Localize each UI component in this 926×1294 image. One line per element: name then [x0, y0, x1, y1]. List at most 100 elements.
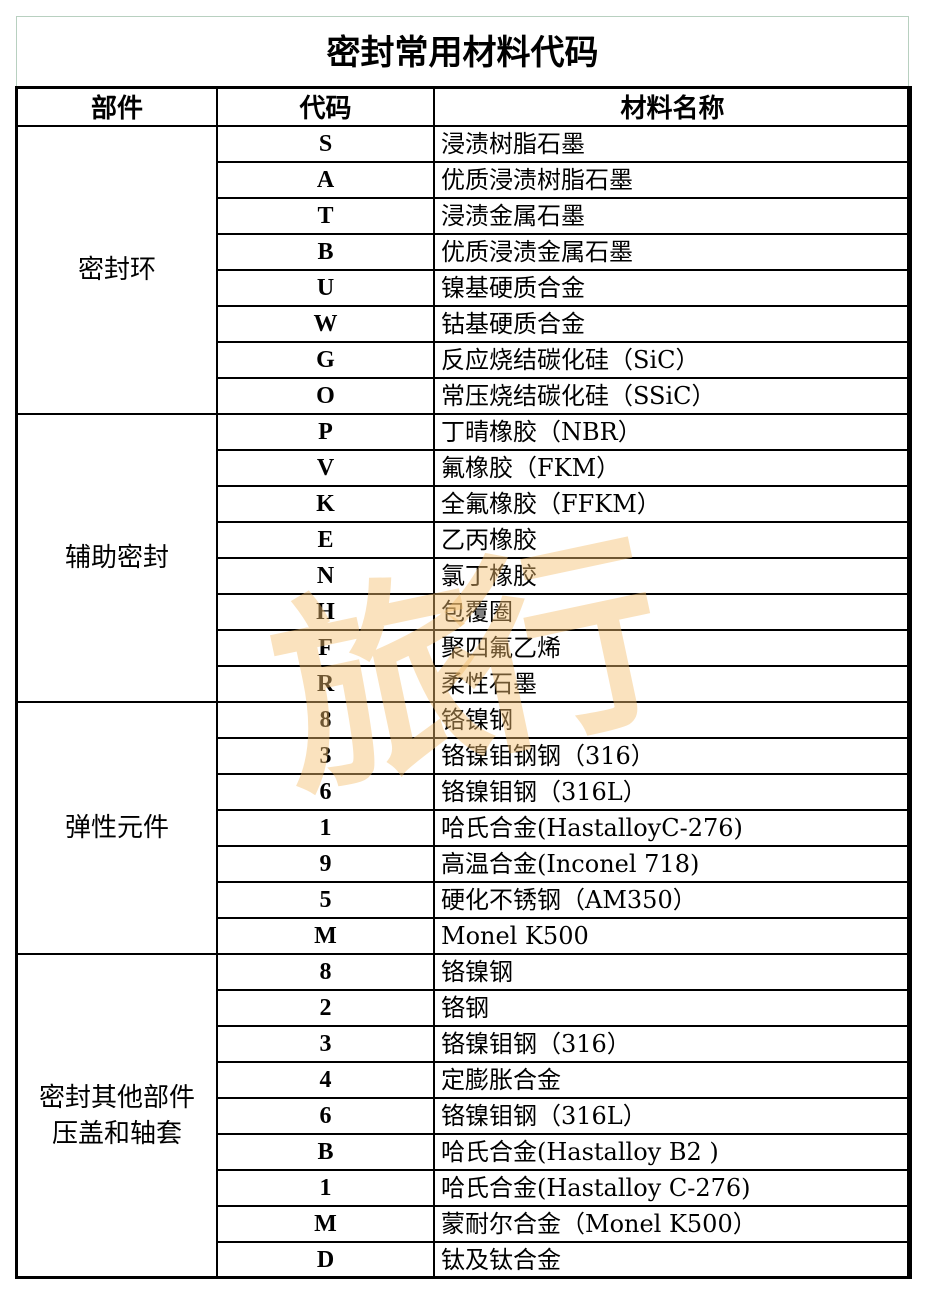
code-cell: 6	[216, 1097, 435, 1135]
material-cell: 铬镍钢	[433, 701, 912, 739]
table-row: D 钛及钛合金	[17, 1241, 912, 1279]
material-cell: 浸渍树脂石墨	[433, 125, 912, 163]
table-row: 密封环 S 浸渍树脂石墨	[16, 125, 912, 415]
code-cell: K	[216, 485, 435, 523]
material-cell: 铬镍钼钢（316）	[433, 1025, 912, 1063]
code-cell: 1	[216, 1169, 435, 1207]
material-cell: 蒙耐尔合金（Monel K500）	[433, 1205, 912, 1243]
material-cell: 反应烧结碳化硅（SiC）	[433, 341, 912, 379]
material-cell: 镍基硬质合金	[433, 269, 912, 307]
table-row: 辅助密封 P 丁晴橡胶（NBR）	[16, 413, 912, 703]
code-cell: M	[216, 1205, 435, 1243]
code-cell: G	[216, 341, 435, 379]
code-cell: P	[216, 413, 435, 451]
code-cell: 6	[216, 773, 435, 811]
table-row: M Monel K500	[17, 917, 912, 955]
material-cell: 钛及钛合金	[433, 1241, 912, 1279]
part-cell: 辅助密封	[16, 413, 218, 703]
code-cell: 9	[216, 845, 435, 883]
code-cell: 1	[216, 809, 435, 847]
code-cell: M	[216, 917, 435, 955]
material-cell: Monel K500	[433, 917, 912, 955]
part-line: 压盖和轴套	[51, 1119, 182, 1149]
code-cell: R	[216, 665, 435, 703]
material-cell: 硬化不锈钢（AM350）	[433, 881, 912, 919]
table-row: 1 哈氏合金(HastalloyC-276)	[17, 809, 912, 847]
code-cell: 3	[216, 1025, 435, 1063]
material-cell: 铬镍钼钢（316L）	[433, 1097, 912, 1135]
code-cell: 5	[216, 881, 435, 919]
material-cell: 定膨胀合金	[433, 1061, 912, 1099]
code-cell: A	[216, 161, 435, 199]
table-row: N 氯丁橡胶	[17, 557, 912, 595]
table-row: 1 哈氏合金(Hastalloy C-276)	[17, 1169, 912, 1207]
material-cell: 钴基硬质合金	[433, 305, 912, 343]
code-cell: E	[216, 521, 435, 559]
table-row: F 聚四氟乙烯	[17, 629, 912, 667]
code-cell: N	[216, 557, 435, 595]
material-cell: 浸渍金属石墨	[433, 197, 912, 235]
code-cell: F	[216, 629, 435, 667]
table-row: R 柔性石墨	[17, 665, 912, 703]
code-cell: O	[216, 377, 435, 415]
material-cell: 铬镍钼钢（316L）	[433, 773, 912, 811]
code-cell: B	[216, 233, 435, 271]
header-part: 部件	[16, 86, 218, 127]
table-row: K 全氟橡胶（FFKM）	[17, 485, 912, 523]
table-row: O 常压烧结碳化硅（SSiC）	[17, 377, 912, 415]
table-row: B 哈氏合金(Hastalloy B2 )	[17, 1133, 912, 1171]
material-cell: 铬钢	[433, 989, 912, 1027]
material-cell: 高温合金(Inconel 718)	[433, 845, 912, 883]
table-row: V 氟橡胶（FKM）	[17, 449, 912, 487]
table-row: 6 铬镍钼钢（316L）	[17, 1097, 912, 1135]
header-material: 材料名称	[433, 86, 912, 127]
table-row: 9 高温合金(Inconel 718)	[17, 845, 912, 883]
header-row: 部件 代码 材料名称	[16, 86, 912, 127]
code-cell: 8	[216, 953, 435, 991]
table-row: 3 铬镍钼钢（316）	[17, 1025, 912, 1063]
header-code: 代码	[216, 86, 435, 127]
code-cell: S	[216, 125, 435, 163]
table-row: 弹性元件 8 铬镍钢	[16, 701, 912, 955]
table-row: G 反应烧结碳化硅（SiC）	[17, 341, 912, 379]
material-cell: 乙丙橡胶	[433, 521, 912, 559]
table-row: 4 定膨胀合金	[17, 1061, 912, 1099]
material-cell: 优质浸渍树脂石墨	[433, 161, 912, 199]
material-code-table: 部件 代码 材料名称 密封环 S 浸渍树脂石墨 A 优质浸渍树脂石墨 T 浸渍金属石墨 B 优质…	[16, 86, 912, 1279]
material-cell: 氟橡胶（FKM）	[433, 449, 912, 487]
code-cell: V	[216, 449, 435, 487]
table-row: E 乙丙橡胶	[17, 521, 912, 559]
code-cell: T	[216, 197, 435, 235]
table-title: 密封常用材料代码	[16, 16, 909, 86]
code-cell: 4	[216, 1061, 435, 1099]
material-cell: 优质浸渍金属石墨	[433, 233, 912, 271]
table-row: B 优质浸渍金属石墨	[17, 233, 912, 271]
part-cell: 密封其他部件 压盖和轴套	[16, 953, 218, 1279]
table-row: A 优质浸渍树脂石墨	[17, 161, 912, 199]
code-cell: H	[216, 593, 435, 631]
table-row: 密封其他部件 压盖和轴套 8 铬镍钢	[16, 953, 912, 1279]
material-cell: 丁晴橡胶（NBR）	[433, 413, 912, 451]
table-row: H 包覆圈	[17, 593, 912, 631]
table-row: M 蒙耐尔合金（Monel K500）	[17, 1205, 912, 1243]
table-row: 6 铬镍钼钢（316L）	[17, 773, 912, 811]
material-cell: 铬镍钢	[433, 953, 912, 991]
material-cell: 哈氏合金(Hastalloy B2 )	[433, 1133, 912, 1171]
code-cell: U	[216, 269, 435, 307]
material-cell: 常压烧结碳化硅（SSiC）	[433, 377, 912, 415]
table-row: 2 铬钢	[17, 989, 912, 1027]
part-line: 密封其他部件	[38, 1083, 195, 1113]
table-row: 5 硬化不锈钢（AM350）	[17, 881, 912, 919]
table-row: U 镍基硬质合金	[17, 269, 912, 307]
code-cell: 2	[216, 989, 435, 1027]
material-cell: 氯丁橡胶	[433, 557, 912, 595]
table-row: T 浸渍金属石墨	[17, 197, 912, 235]
material-cell: 柔性石墨	[433, 665, 912, 703]
code-cell: B	[216, 1133, 435, 1171]
code-cell: W	[216, 305, 435, 343]
material-cell: 铬镍钼钢钢（316）	[433, 737, 912, 775]
material-cell: 聚四氟乙烯	[433, 629, 912, 667]
material-cell: 哈氏合金(Hastalloy C-276)	[433, 1169, 912, 1207]
code-cell: D	[216, 1241, 435, 1279]
table-row: W 钴基硬质合金	[17, 305, 912, 343]
